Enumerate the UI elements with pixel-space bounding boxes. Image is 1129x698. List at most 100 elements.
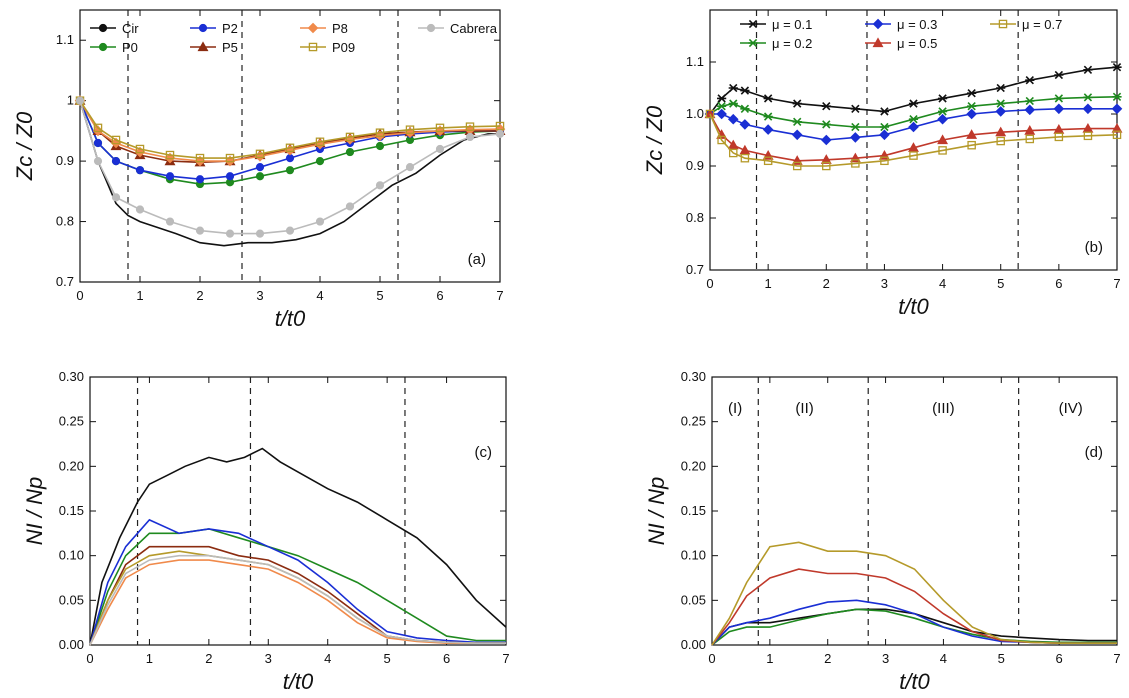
series-1 [89, 528, 506, 646]
x-tick-label: 4 [939, 276, 946, 291]
plot-frame [89, 376, 507, 646]
x-tick-label: 2 [205, 651, 212, 666]
y-tick-label: 1.0 [686, 106, 704, 121]
data-point [740, 153, 750, 163]
y-tick-label: 0.20 [59, 458, 84, 473]
data-point [195, 175, 205, 184]
data-point [995, 126, 1007, 137]
series-line [89, 447, 507, 646]
series-line [711, 541, 1117, 646]
data-point [195, 226, 205, 235]
y-tick-label: 0.7 [56, 274, 74, 289]
data-point [821, 102, 831, 111]
series-line [79, 100, 500, 247]
data-point [850, 104, 860, 113]
data-point [285, 143, 295, 153]
x-tick-label: 5 [384, 651, 391, 666]
x-tick-label: 1 [146, 651, 153, 666]
data-point [1054, 70, 1064, 80]
series-3 [711, 568, 1117, 646]
x-tick-label: 3 [256, 288, 263, 303]
legend-marker [998, 19, 1008, 29]
data-point [728, 99, 738, 108]
x-tick-label: 6 [443, 651, 450, 666]
y-tick-label: 0.00 [681, 637, 706, 652]
y-axis-label: Zc / Z0 [642, 105, 667, 175]
data-point [435, 123, 445, 133]
region-label: (III) [932, 400, 955, 417]
data-point [717, 102, 727, 111]
data-point [996, 83, 1006, 93]
data-point [792, 161, 802, 171]
x-tick-label: 0 [708, 651, 715, 666]
data-point [937, 134, 949, 145]
x-tick-label: 7 [496, 288, 503, 303]
panel-c: 0 1 2 3 4 5 6 7 0.00 0.05 0.10 0.15 0.20 0.25 0.30 (c) t… [22, 369, 510, 694]
legend-label: P8 [332, 21, 348, 36]
y-tick-label: 0.7 [686, 262, 704, 277]
panel-tag: (d) [1085, 444, 1103, 461]
series-line [79, 100, 501, 162]
series-line [89, 518, 506, 646]
series-4 [705, 109, 1122, 171]
x-tick-label: 0 [86, 651, 93, 666]
x-tick-label: 7 [502, 651, 509, 666]
data-point [908, 115, 919, 124]
x-tick-label: 4 [324, 651, 331, 666]
x-tick-label: 7 [1113, 276, 1120, 291]
data-point [966, 108, 977, 120]
legend-marker [198, 23, 208, 33]
y-tick-label: 0.20 [681, 458, 706, 473]
series-line [79, 100, 500, 181]
data-point [405, 125, 415, 134]
data-point [1025, 96, 1035, 106]
series-3 [704, 108, 1123, 165]
data-point [763, 94, 773, 103]
legend-marker [307, 22, 319, 34]
data-point [1054, 132, 1064, 142]
y-tick-label: 0.8 [56, 214, 74, 229]
data-point [465, 122, 475, 131]
data-point [1112, 63, 1122, 72]
y-axis-label: NI / Np [644, 477, 669, 545]
legend-label: P0 [122, 40, 138, 55]
x-tick-label: 3 [882, 651, 889, 666]
data-point [165, 217, 175, 226]
data-point [1082, 103, 1094, 115]
data-point [285, 153, 295, 163]
data-point [315, 217, 325, 226]
legend-label: P5 [222, 40, 238, 55]
data-point [938, 146, 947, 155]
data-point [880, 156, 889, 166]
series-6 [89, 554, 506, 646]
data-point [996, 136, 1005, 146]
data-point [763, 156, 773, 166]
series-2 [704, 103, 1123, 146]
legend-marker [426, 23, 436, 33]
data-point [135, 205, 145, 214]
data-point [791, 129, 803, 141]
data-point [93, 138, 103, 148]
data-point [225, 172, 235, 181]
legend-marker [748, 38, 758, 48]
series-5 [75, 96, 505, 163]
x-tick-label: 0 [706, 276, 713, 291]
data-point [135, 144, 145, 154]
series-0 [79, 100, 500, 247]
data-point [937, 107, 948, 116]
data-point [763, 112, 773, 121]
data-point [285, 166, 295, 175]
series-line [711, 608, 1117, 646]
legend-marker [748, 19, 758, 29]
data-point [345, 202, 355, 211]
legend-marker [197, 41, 209, 52]
y-tick-label: 0.15 [59, 503, 84, 518]
series-line [89, 550, 506, 646]
data-point [1053, 103, 1065, 115]
y-tick-label: 0.15 [681, 503, 706, 518]
data-point [1083, 131, 1093, 141]
data-point [225, 229, 235, 238]
x-tick-label: 6 [1056, 651, 1063, 666]
y-tick-label: 1.1 [686, 54, 704, 69]
data-point [821, 120, 831, 129]
